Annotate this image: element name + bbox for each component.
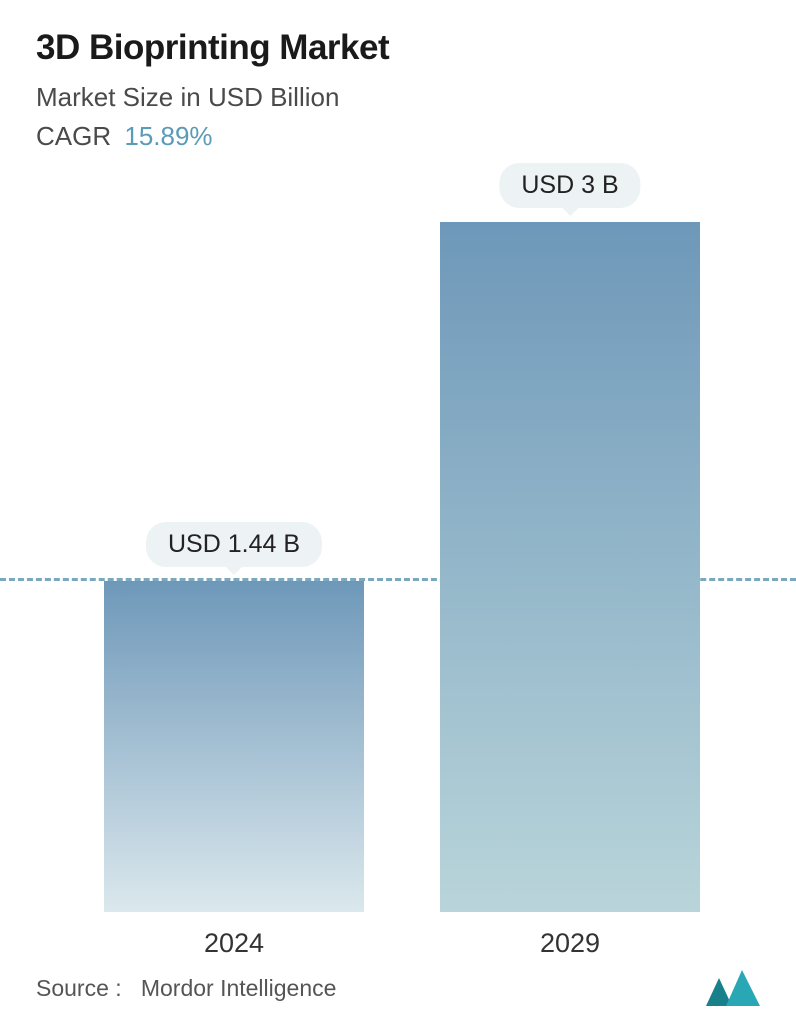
value-label: USD 1.44 B (146, 522, 322, 567)
x-axis: 2024 2029 (0, 916, 796, 960)
chart-plot-area: USD 1.44 B USD 3 B (0, 172, 796, 912)
bar-2024: USD 1.44 B (104, 581, 364, 912)
chart-subtitle: Market Size in USD Billion (36, 82, 760, 113)
cagr-label: CAGR (36, 121, 111, 151)
mordor-logo-icon (706, 970, 760, 1006)
source-text: Source : Mordor Intelligence (36, 975, 336, 1002)
footer-row: Source : Mordor Intelligence (36, 970, 760, 1006)
chart-title: 3D Bioprinting Market (36, 28, 760, 68)
bar-2029: USD 3 B (440, 222, 700, 912)
value-label: USD 3 B (499, 163, 640, 208)
bar-rect (440, 222, 700, 912)
source-label: Source : (36, 975, 122, 1001)
source-value: Mordor Intelligence (141, 975, 337, 1001)
cagr-line: CAGR 15.89% (36, 121, 760, 152)
category-label: 2029 (440, 928, 700, 959)
category-label: 2024 (104, 928, 364, 959)
cagr-value: 15.89% (124, 121, 212, 151)
bar-rect (104, 581, 364, 912)
chart-card: 3D Bioprinting Market Market Size in USD… (0, 0, 796, 1034)
